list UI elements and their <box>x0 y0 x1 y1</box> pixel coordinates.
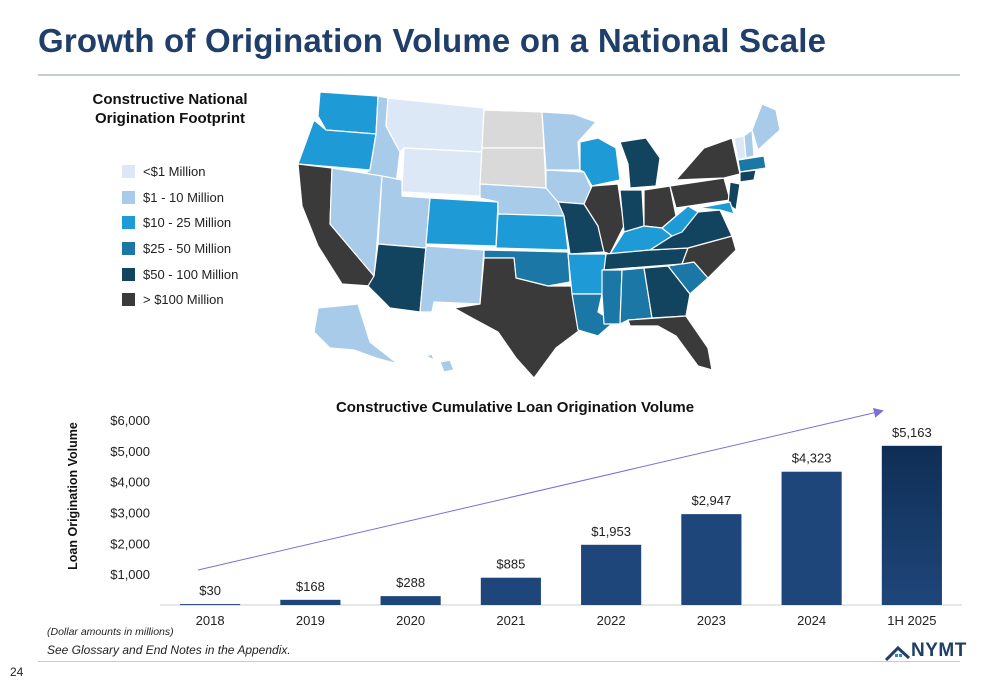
data-label: $168 <box>296 579 325 594</box>
legend-label: > $100 Million <box>143 292 224 308</box>
data-label: $885 <box>496 557 525 572</box>
x-tick-label: 2019 <box>296 613 325 628</box>
legend-label: $25 - 50 Million <box>143 241 232 257</box>
map-state-maryland <box>697 201 735 215</box>
page-title: Growth of Origination Volume on a Nation… <box>38 22 827 59</box>
map-state-georgia <box>643 265 691 319</box>
logo-text: NYMT <box>911 640 967 661</box>
data-label: $30 <box>199 583 221 598</box>
y-tick-label: $3,000 <box>110 506 150 521</box>
map-title-line-1: Constructive National <box>92 91 248 108</box>
map-title-line-2: Origination Footprint <box>95 110 245 127</box>
legend-label: <$1 Million <box>143 164 206 180</box>
map-state-wisconsin <box>579 137 621 187</box>
map-state-hawaii <box>425 353 455 373</box>
bar-2023 <box>681 514 742 605</box>
legend-item-25-50m: $25 - 50 Million <box>122 236 238 262</box>
legend-swatch <box>122 293 135 307</box>
legend-label: $10 - 25 Million <box>143 215 232 231</box>
us-state-map <box>297 91 781 379</box>
map-state-kansas <box>495 213 569 251</box>
y-tick-label: $4,000 <box>110 475 150 490</box>
data-label: $5,163 <box>892 425 932 440</box>
map-legend: <$1 Million $1 - 10 Million $10 - 25 Mil… <box>122 159 238 313</box>
y-tick-label: $6,000 <box>110 413 150 428</box>
legend-item-50-100m: $50 - 100 Million <box>122 261 238 287</box>
map-state-connecticut <box>739 169 757 183</box>
x-tick-label: 2022 <box>597 613 626 628</box>
footer-divider <box>38 661 960 662</box>
map-state-west-virginia <box>661 205 699 237</box>
legend-item-over-100m: > $100 Million <box>122 287 238 313</box>
company-logo: NYMT <box>885 638 967 664</box>
x-tick-label: 2021 <box>496 613 525 628</box>
map-state-alaska <box>313 303 399 365</box>
legend-item-10-25m: $10 - 25 Million <box>122 210 238 236</box>
bar-2018 <box>180 604 241 606</box>
x-tick-label: 1H 2025 <box>887 613 936 628</box>
data-label: $288 <box>396 575 425 590</box>
map-title: Constructive National Origination Footpr… <box>62 90 278 128</box>
map-state-massachusetts <box>737 155 767 173</box>
appendix-note: See Glossary and End Notes in the Append… <box>47 643 291 657</box>
map-state-new-jersey <box>727 181 741 211</box>
data-label: $1,953 <box>591 524 631 539</box>
legend-swatch <box>122 190 135 204</box>
bar-1h-2025 <box>881 445 942 605</box>
legend-swatch <box>122 165 135 179</box>
page-number: 24 <box>10 665 24 679</box>
legend-item-under-1m: <$1 Million <box>122 159 238 185</box>
bar-2022 <box>581 544 642 605</box>
x-tick-label: 2024 <box>797 613 826 628</box>
legend-swatch <box>122 267 135 281</box>
title-divider <box>38 74 960 76</box>
growth-trend-arrow <box>198 407 884 571</box>
map-state-florida <box>627 315 713 371</box>
units-note: (Dollar amounts in millions) <box>47 626 174 638</box>
x-tick-label: 2018 <box>196 613 225 628</box>
y-tick-label: $2,000 <box>110 536 150 551</box>
y-tick-label: $5,000 <box>110 444 150 459</box>
map-state-texas <box>453 257 581 379</box>
legend-label: $1 - 10 Million <box>143 189 224 205</box>
bar-2024 <box>781 471 842 605</box>
map-state-new-york <box>675 137 741 181</box>
bar-2020 <box>380 596 441 605</box>
map-state-mississippi <box>601 269 623 325</box>
legend-item-1-10m: $1 - 10 Million <box>122 185 238 211</box>
legend-label: $50 - 100 Million <box>143 266 239 282</box>
x-tick-label: 2020 <box>396 613 425 628</box>
x-tick-label: 2023 <box>697 613 726 628</box>
house-roof-icon <box>885 645 911 662</box>
map-state-michigan <box>619 137 661 189</box>
bar-2021 <box>480 577 541 605</box>
bar-2019 <box>280 599 341 605</box>
legend-swatch <box>122 242 135 256</box>
map-state-maine <box>751 103 781 151</box>
map-state-illinois <box>583 183 625 255</box>
map-state-new-hampshire <box>743 129 755 159</box>
legend-swatch <box>122 216 135 230</box>
data-label: $2,947 <box>691 493 731 508</box>
chart-title: Constructive Cumulative Loan Origination… <box>335 399 695 416</box>
data-label: $4,323 <box>792 451 832 466</box>
y-tick-label: $1,000 <box>110 567 150 582</box>
